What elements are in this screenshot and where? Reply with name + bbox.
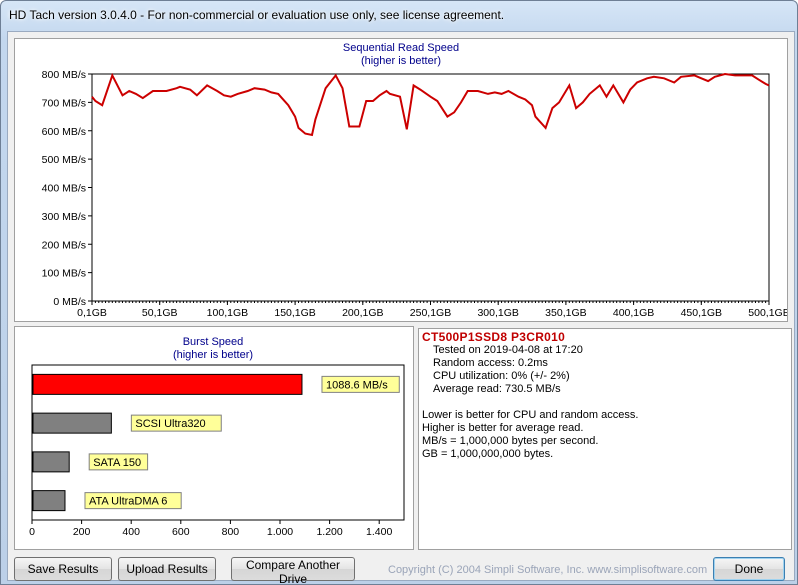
- client-area: Sequential Read Speed (higher is better)…: [7, 31, 795, 584]
- window-title: HD Tach version 3.0.4.0 - For non-commer…: [9, 8, 505, 22]
- burst-bar-label: SATA 150: [93, 457, 141, 469]
- burst-bar-label: SCSI Ultra320: [135, 418, 205, 430]
- sequential-read-line: [91, 72, 770, 137]
- burst-bar-label: ATA UltraDMA 6: [89, 496, 167, 508]
- burst-x-tick-label: 1.400: [366, 526, 392, 538]
- upload-results-button[interactable]: Upload Results: [118, 557, 216, 581]
- burst-chart-panel: Burst Speed (higher is better) 1088.6 MB…: [14, 326, 414, 550]
- burst-bar-label-box: [84, 492, 182, 510]
- y-tick-label: 700 MB/s: [42, 97, 86, 109]
- x-tick-label: 150,1GB: [274, 307, 315, 319]
- y-tick-label: 300 MB/s: [42, 211, 86, 223]
- sequential-chart-panel: Sequential Read Speed (higher is better)…: [14, 38, 790, 322]
- sequential-chart-title: Sequential Read Speed: [343, 42, 459, 54]
- x-tick-label: 50,1GB: [142, 307, 178, 319]
- done-button[interactable]: Done: [713, 557, 785, 581]
- note-lower-better: Lower is better for CPU and random acces…: [422, 409, 639, 421]
- burst-speed-chart: Burst Speed (higher is better) 1088.6 MB…: [29, 336, 405, 538]
- y-tick-label: 800 MB/s: [42, 69, 86, 81]
- burst-x-tick-label: 0: [29, 526, 35, 538]
- copyright-text: Copyright (C) 2004 Simpli Software, Inc.…: [388, 564, 708, 576]
- x-tick-label: 0,1GB: [77, 307, 107, 319]
- burst-bar-label-box: [321, 375, 400, 393]
- sequential-read-chart: Sequential Read Speed (higher is better)…: [42, 42, 790, 319]
- note-higher-better: Higher is better for average read.: [422, 422, 584, 434]
- random-access: Random access: 0.2ms: [433, 357, 548, 369]
- y-tick-label: 100 MB/s: [42, 268, 86, 280]
- burst-chart-subtitle: (higher is better): [173, 349, 253, 361]
- save-results-button[interactable]: Save Results: [14, 557, 112, 581]
- x-tick-label: 200,1GB: [342, 307, 383, 319]
- note-gb-definition: GB = 1,000,000,000 bytes.: [422, 448, 554, 460]
- x-tick-label: 350,1GB: [545, 307, 586, 319]
- x-tick-label: 500,1GB: [748, 307, 787, 319]
- y-tick-label: 400 MB/s: [42, 183, 86, 195]
- burst-x-tick-label: 400: [122, 526, 140, 538]
- y-tick-label: 600 MB/s: [42, 126, 86, 138]
- compare-another-drive-button[interactable]: Compare Another Drive: [231, 557, 355, 584]
- y-tick-label: 0 MB/s: [53, 296, 86, 308]
- burst-bar-label-box: [88, 453, 149, 471]
- burst-x-tick-label: 600: [172, 526, 190, 538]
- title-bar[interactable]: HD Tach version 3.0.4.0 - For non-commer…: [1, 1, 797, 31]
- note-mbs-definition: MB/s = 1,000,000 bytes per second.: [422, 435, 599, 447]
- burst-chart-title: Burst Speed: [183, 336, 244, 348]
- x-tick-label: 250,1GB: [410, 307, 451, 319]
- x-tick-label: 400,1GB: [613, 307, 654, 319]
- burst-bar: [32, 451, 70, 473]
- burst-bar: [32, 373, 303, 395]
- cpu-utilization: CPU utilization: 0% (+/- 2%): [433, 370, 570, 382]
- results-info-panel: CT500P1SSD8 P3CR010 Tested on 2019-04-08…: [418, 328, 792, 550]
- x-tick-label: 100,1GB: [207, 307, 248, 319]
- burst-bar: [32, 412, 112, 434]
- burst-bar-label-box: [130, 414, 222, 432]
- burst-bar: [32, 490, 66, 512]
- burst-x-tick-label: 800: [222, 526, 240, 538]
- burst-x-tick-label: 1.200: [316, 526, 342, 538]
- burst-x-tick-label: 200: [73, 526, 91, 538]
- average-read: Average read: 730.5 MB/s: [433, 383, 561, 395]
- burst-bar-label: 1088.6 MB/s: [326, 379, 388, 391]
- x-tick-label: 300,1GB: [477, 307, 518, 319]
- drive-name: CT500P1SSD8 P3CR010: [422, 330, 566, 344]
- sequential-chart-subtitle: (higher is better): [361, 55, 441, 67]
- test-date: Tested on 2019-04-08 at 17:20: [433, 344, 583, 356]
- plot-area: [91, 73, 770, 302]
- y-tick-label: 200 MB/s: [42, 239, 86, 251]
- y-tick-label: 500 MB/s: [42, 154, 86, 166]
- burst-x-tick-label: 1.000: [267, 526, 293, 538]
- x-tick-label: 450,1GB: [681, 307, 722, 319]
